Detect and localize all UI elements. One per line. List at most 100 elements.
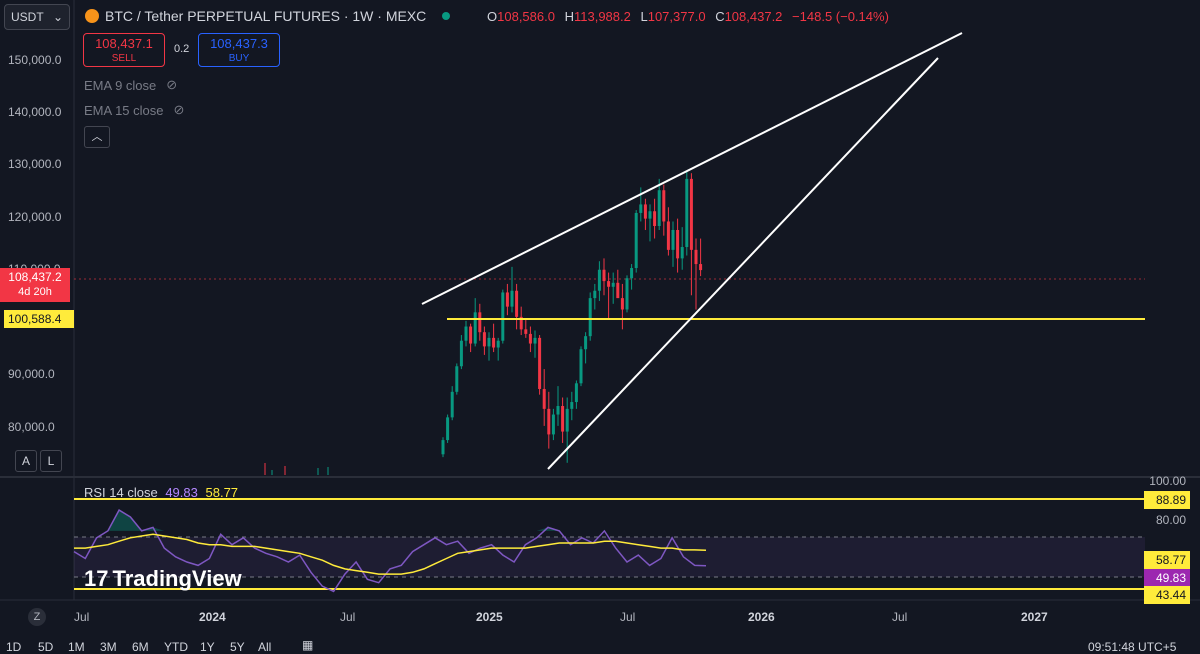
candle-body[interactable] [459, 340, 463, 367]
chevron-down-icon: ⌄ [52, 10, 63, 24]
candle-body[interactable] [533, 337, 537, 344]
candle-body[interactable] [662, 190, 666, 222]
candle-body[interactable] [473, 312, 477, 344]
eye-off-icon[interactable]: ⊘ [166, 77, 178, 92]
lower-wedge-trendline[interactable] [547, 57, 939, 470]
rsi-overbought-fill [74, 510, 706, 531]
candle-body[interactable] [602, 269, 606, 282]
candle-body[interactable] [547, 408, 551, 435]
candle-body[interactable] [643, 204, 647, 219]
range-3m[interactable]: 3M [100, 640, 117, 654]
candle-body[interactable] [676, 229, 680, 259]
rsi-scale-label: 80.00 [1155, 513, 1186, 527]
time-label: Jul [892, 610, 908, 624]
time-label: 2024 [199, 610, 226, 624]
candle-body[interactable] [446, 417, 450, 441]
candle-body[interactable] [441, 440, 445, 455]
candle-body[interactable] [680, 247, 684, 259]
candle-body[interactable] [570, 402, 574, 409]
candle-body[interactable] [694, 249, 698, 265]
price-label: 140,000.0 [8, 105, 62, 119]
candle-body[interactable] [519, 316, 523, 330]
sell-button[interactable]: 108,437.1 SELL [83, 33, 165, 67]
candle-body[interactable] [699, 264, 703, 271]
candle-body[interactable] [597, 269, 601, 291]
candle-body[interactable] [616, 282, 620, 299]
candle-body[interactable] [505, 292, 509, 307]
candle-body[interactable] [685, 178, 689, 248]
candle-body[interactable] [469, 326, 473, 344]
tradingview-logo[interactable]: 17 TradingView [84, 566, 242, 592]
candle-body[interactable] [455, 366, 459, 392]
candle-body[interactable] [574, 383, 578, 403]
range-5y[interactable]: 5Y [230, 640, 245, 654]
candle-body[interactable] [478, 312, 482, 333]
candle-body[interactable] [551, 414, 555, 435]
candles-group [264, 170, 703, 475]
candle-body[interactable] [671, 229, 675, 250]
buy-price: 108,437.3 [210, 36, 268, 51]
ema-15-legend[interactable]: EMA 15 close ⊘ [84, 102, 184, 118]
candle-body[interactable] [464, 326, 468, 341]
auto-scale-button[interactable]: A [15, 450, 37, 472]
candle-body[interactable] [556, 406, 560, 415]
candle-body[interactable] [524, 329, 528, 334]
candle-body[interactable] [648, 211, 652, 219]
candle-body[interactable] [689, 178, 693, 250]
candle-body[interactable] [625, 278, 629, 310]
rsi-value: 49.83 [165, 485, 198, 500]
candle-body[interactable] [542, 388, 546, 409]
candle-body[interactable] [515, 290, 519, 317]
close-value: 108,437.2 [724, 9, 783, 24]
candle-body[interactable] [579, 349, 583, 384]
candle-body[interactable] [584, 336, 588, 350]
symbol-selector[interactable]: USDT ⌄ [4, 4, 70, 30]
candle-body[interactable] [666, 221, 670, 250]
candle-body[interactable] [510, 290, 514, 307]
candle-body[interactable] [634, 212, 638, 269]
range-1y[interactable]: 1Y [200, 640, 215, 654]
calendar-icon[interactable]: ▦ [302, 638, 314, 652]
candle-body[interactable] [639, 204, 643, 213]
candle-body[interactable] [528, 333, 532, 344]
upper-wedge-trendline[interactable] [421, 32, 963, 305]
candle-body[interactable] [620, 298, 624, 310]
candle-body[interactable] [538, 337, 542, 389]
collapse-legend-button[interactable]: ︿ [84, 126, 110, 148]
candle-body[interactable] [482, 332, 486, 347]
candle-body[interactable] [588, 298, 592, 337]
time-label: 2025 [476, 610, 503, 624]
candle-body[interactable] [630, 268, 634, 279]
ema-9-legend[interactable]: EMA 9 close ⊘ [84, 77, 177, 93]
candle-body[interactable] [607, 281, 611, 287]
candle-body[interactable] [565, 408, 569, 432]
candle-body[interactable] [561, 406, 565, 432]
candle-body[interactable] [487, 337, 491, 347]
candle-body[interactable] [501, 292, 505, 341]
range-1d[interactable]: 1D [6, 640, 22, 654]
candle-body[interactable] [450, 391, 454, 418]
clock-readout[interactable]: 09:51:48 UTC+5 [1088, 640, 1177, 654]
support-price-badge: 100,588.4 [4, 310, 74, 328]
candle-body[interactable] [611, 282, 615, 287]
range-1m[interactable]: 1M [68, 640, 85, 654]
eye-off-icon[interactable]: ⊘ [173, 102, 185, 117]
log-scale-button[interactable]: L [40, 450, 62, 472]
symbol-title[interactable]: BTC / Tether PERPETUAL FUTURES · 1W · ME… [105, 8, 427, 24]
candle-body[interactable] [593, 290, 597, 299]
rsi-legend[interactable]: RSI 14 close 49.83 58.77 [84, 485, 238, 500]
range-6m[interactable]: 6M [132, 640, 149, 654]
candle-body[interactable] [653, 211, 657, 227]
candle-body[interactable] [496, 340, 500, 348]
range-5d[interactable]: 5D [38, 640, 54, 654]
candle-body[interactable] [657, 190, 661, 227]
rsi-ma-line [74, 533, 707, 575]
buy-button[interactable]: 108,437.3 BUY [198, 33, 280, 67]
timezone-button[interactable]: Z [28, 608, 46, 626]
range-ytd[interactable]: YTD [164, 640, 188, 654]
candle-body[interactable] [492, 337, 496, 348]
range-all[interactable]: All [258, 640, 272, 654]
current-price-value: 108,437.2 [8, 270, 62, 284]
rsi-line [73, 509, 707, 593]
